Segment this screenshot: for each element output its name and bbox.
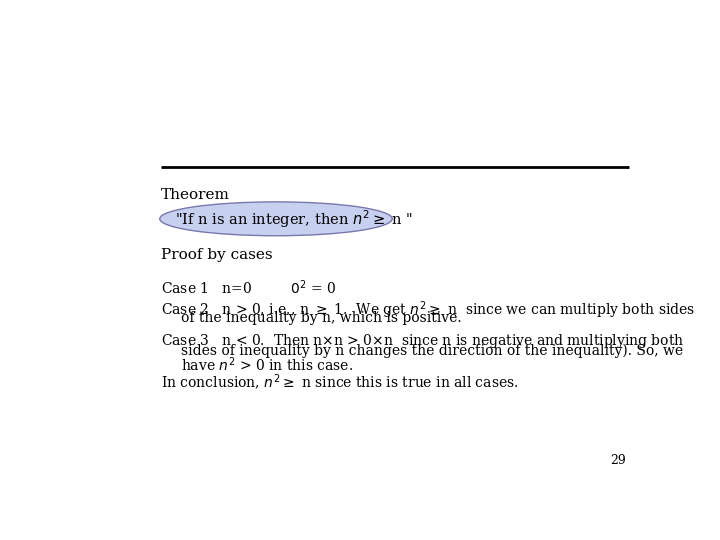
Text: of the inequality by n, which is positive.: of the inequality by n, which is positiv… xyxy=(181,311,462,325)
Text: 29: 29 xyxy=(611,454,626,467)
Text: Case 1   n=0         $0^2$ = 0: Case 1 n=0 $0^2$ = 0 xyxy=(161,279,337,298)
Ellipse shape xyxy=(160,202,392,236)
Text: have $n^2$ > 0 in this case.: have $n^2$ > 0 in this case. xyxy=(181,355,353,374)
Text: Case 3   n < 0.  Then n$\times$n > 0$\times$n  since n is negative and multiplyi: Case 3 n < 0. Then n$\times$n > 0$\times… xyxy=(161,332,685,350)
Text: Case 2   n > 0, i.e., n $\geq$ 1.  We get $n^2 \geq$ n  since we can multiply bo: Case 2 n > 0, i.e., n $\geq$ 1. We get $… xyxy=(161,300,696,321)
Text: sides of inequality by n changes the direction of the inequality). So, we: sides of inequality by n changes the dir… xyxy=(181,343,683,358)
Text: In conclusion, $n^2 \geq$ n since this is true in all cases.: In conclusion, $n^2 \geq$ n since this i… xyxy=(161,373,518,393)
Text: Theorem: Theorem xyxy=(161,188,230,202)
Text: "If n is an integer, then $n^2 \geq$ n ": "If n is an integer, then $n^2 \geq$ n " xyxy=(175,208,413,230)
Text: Proof by cases: Proof by cases xyxy=(161,248,273,262)
